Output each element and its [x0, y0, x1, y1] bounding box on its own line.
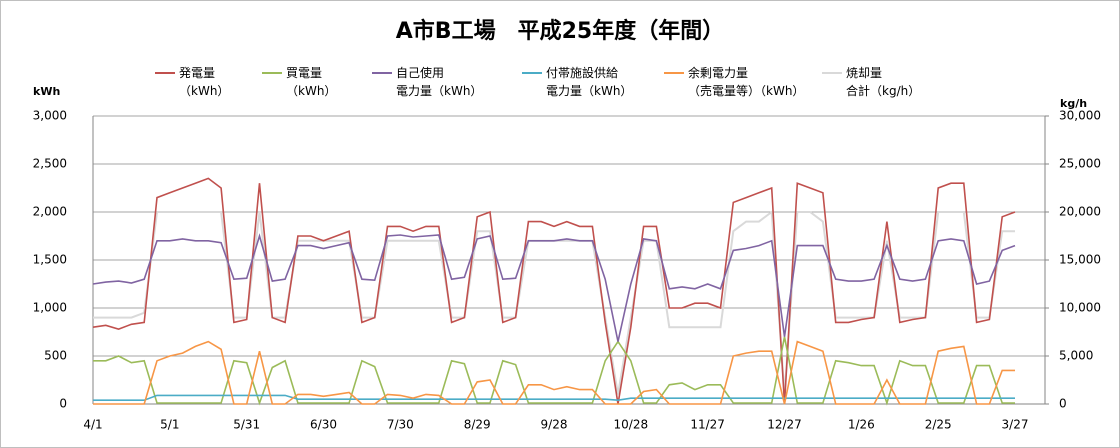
y2-axis-label: kg/h [1060, 97, 1087, 110]
y2-tick-label: 10,000 [1059, 301, 1101, 315]
x-tick-label: 7/30 [387, 418, 414, 432]
y-tick-label: 1,500 [33, 253, 67, 267]
legend-label: 付帯施設供給 電力量（kWh） [546, 66, 633, 98]
x-tick-label: 6/30 [310, 418, 337, 432]
x-tick-label: 12/27 [767, 418, 802, 432]
legend-swatch [155, 72, 175, 74]
series-line [93, 336, 1015, 406]
legend-label: 自己使用 電力量（kWh） [396, 66, 483, 98]
x-tick-label: 4/1 [83, 418, 102, 432]
legend-swatch [262, 72, 282, 74]
y2-tick-label: 0 [1059, 397, 1067, 411]
x-tick-label: 11/27 [690, 418, 725, 432]
y-tick-label: 500 [44, 349, 67, 363]
x-tick-label: 3/27 [1002, 418, 1029, 432]
legend-item: 自己使用 電力量（kWh） [372, 64, 482, 100]
x-tick-label: 10/28 [614, 418, 649, 432]
legend-swatch [372, 72, 392, 74]
x-tick-label: 5/1 [160, 418, 179, 432]
legend-label: 発電量 （kWh） [179, 66, 230, 98]
y-axis-label: kWh [33, 85, 60, 98]
y2-tick-label: 15,000 [1059, 253, 1101, 267]
legend-label: 焼却量 合計（kg/h） [846, 66, 921, 98]
y2-tick-label: 5,000 [1059, 349, 1093, 363]
x-tick-label: 8/29 [464, 418, 491, 432]
y-tick-label: 3,000 [33, 109, 67, 123]
x-tick-label: 9/28 [541, 418, 568, 432]
legend-item: 焼却量 合計（kg/h） [822, 64, 920, 100]
x-tick-label: 2/25 [925, 418, 952, 432]
legend-label: 余剰電力量 （売電量等）（kWh） [688, 66, 805, 98]
legend-item: 発電量 （kWh） [155, 64, 229, 100]
series-line [92, 177, 1016, 405]
legend-item: 買電量 （kWh） [262, 64, 336, 100]
y-tick-label: 2,500 [33, 157, 67, 171]
y-tick-label: 2,000 [33, 205, 67, 219]
series-line [92, 233, 1016, 342]
y-tick-label: 1,000 [33, 301, 67, 315]
legend-swatch [822, 72, 842, 74]
legend-item: 付帯施設供給 電力量（kWh） [522, 64, 632, 100]
chart-title: A市B工場 平成25年度（年間） [396, 18, 724, 44]
legend-swatch [522, 72, 542, 74]
x-tick-label: 1/26 [848, 418, 875, 432]
series-line [93, 340, 1015, 405]
y2-tick-label: 30,000 [1059, 109, 1101, 123]
legend-item: 余剰電力量 （売電量等）（kWh） [664, 64, 804, 100]
x-tick-label: 5/31 [233, 418, 260, 432]
legend-swatch [664, 72, 684, 74]
legend-label: 買電量 （kWh） [286, 66, 337, 98]
series-line [93, 394, 1015, 402]
y2-tick-label: 25,000 [1059, 157, 1101, 171]
y2-tick-label: 20,000 [1059, 205, 1101, 219]
y-tick-label: 0 [59, 397, 67, 411]
